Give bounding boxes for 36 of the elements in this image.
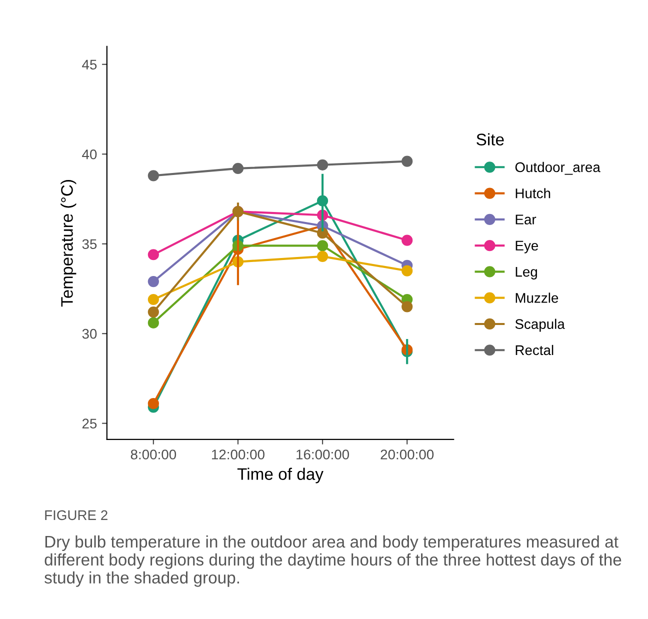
y-tick-label: 40 (82, 149, 97, 160)
legend-label: Hutch (516, 188, 550, 198)
y-tick-label: 35 (82, 239, 97, 250)
y-tick-label: 25 (82, 418, 97, 429)
legend-label: Leg (516, 267, 537, 280)
point (402, 265, 413, 276)
y-tick-label: 45 (82, 60, 97, 70)
x-tick-label: 8:00:00 (130, 450, 176, 460)
legend-label: Rectal (516, 344, 554, 356)
y-tick-label: 30 (82, 328, 97, 339)
point (148, 306, 159, 318)
y-axis-title: Temperature (°C) (60, 180, 76, 307)
point (316, 250, 328, 262)
legend-label: Scapula (515, 318, 565, 332)
legend-label: Outdoor_area (515, 162, 600, 175)
legend-label: Eye (516, 240, 538, 254)
point (148, 294, 159, 306)
caption: FIGURE 2 (45, 510, 108, 520)
point (402, 301, 413, 312)
point (148, 398, 159, 410)
point (316, 159, 328, 170)
point (148, 249, 159, 260)
point (402, 234, 413, 246)
legend-label: Ear (516, 214, 536, 224)
point (148, 170, 159, 182)
x-axis-title: Time of day (237, 468, 324, 484)
text: Dry bulb temperature in the outdoor area and body temperatures measured at different body regions during the daytime hours of the three hottest days of the study in the shaded group. (44, 535, 622, 587)
point (316, 240, 328, 252)
point (402, 156, 413, 167)
x-tick-label: 12:00:00 (212, 450, 264, 460)
legend-title: Site (476, 133, 504, 146)
x-tick-label: 20:00:00 (380, 450, 434, 460)
point (316, 228, 328, 239)
legend-label: Muzzle (516, 292, 558, 303)
point (232, 162, 244, 174)
x-tick-label: 16:00:00 (296, 450, 350, 460)
